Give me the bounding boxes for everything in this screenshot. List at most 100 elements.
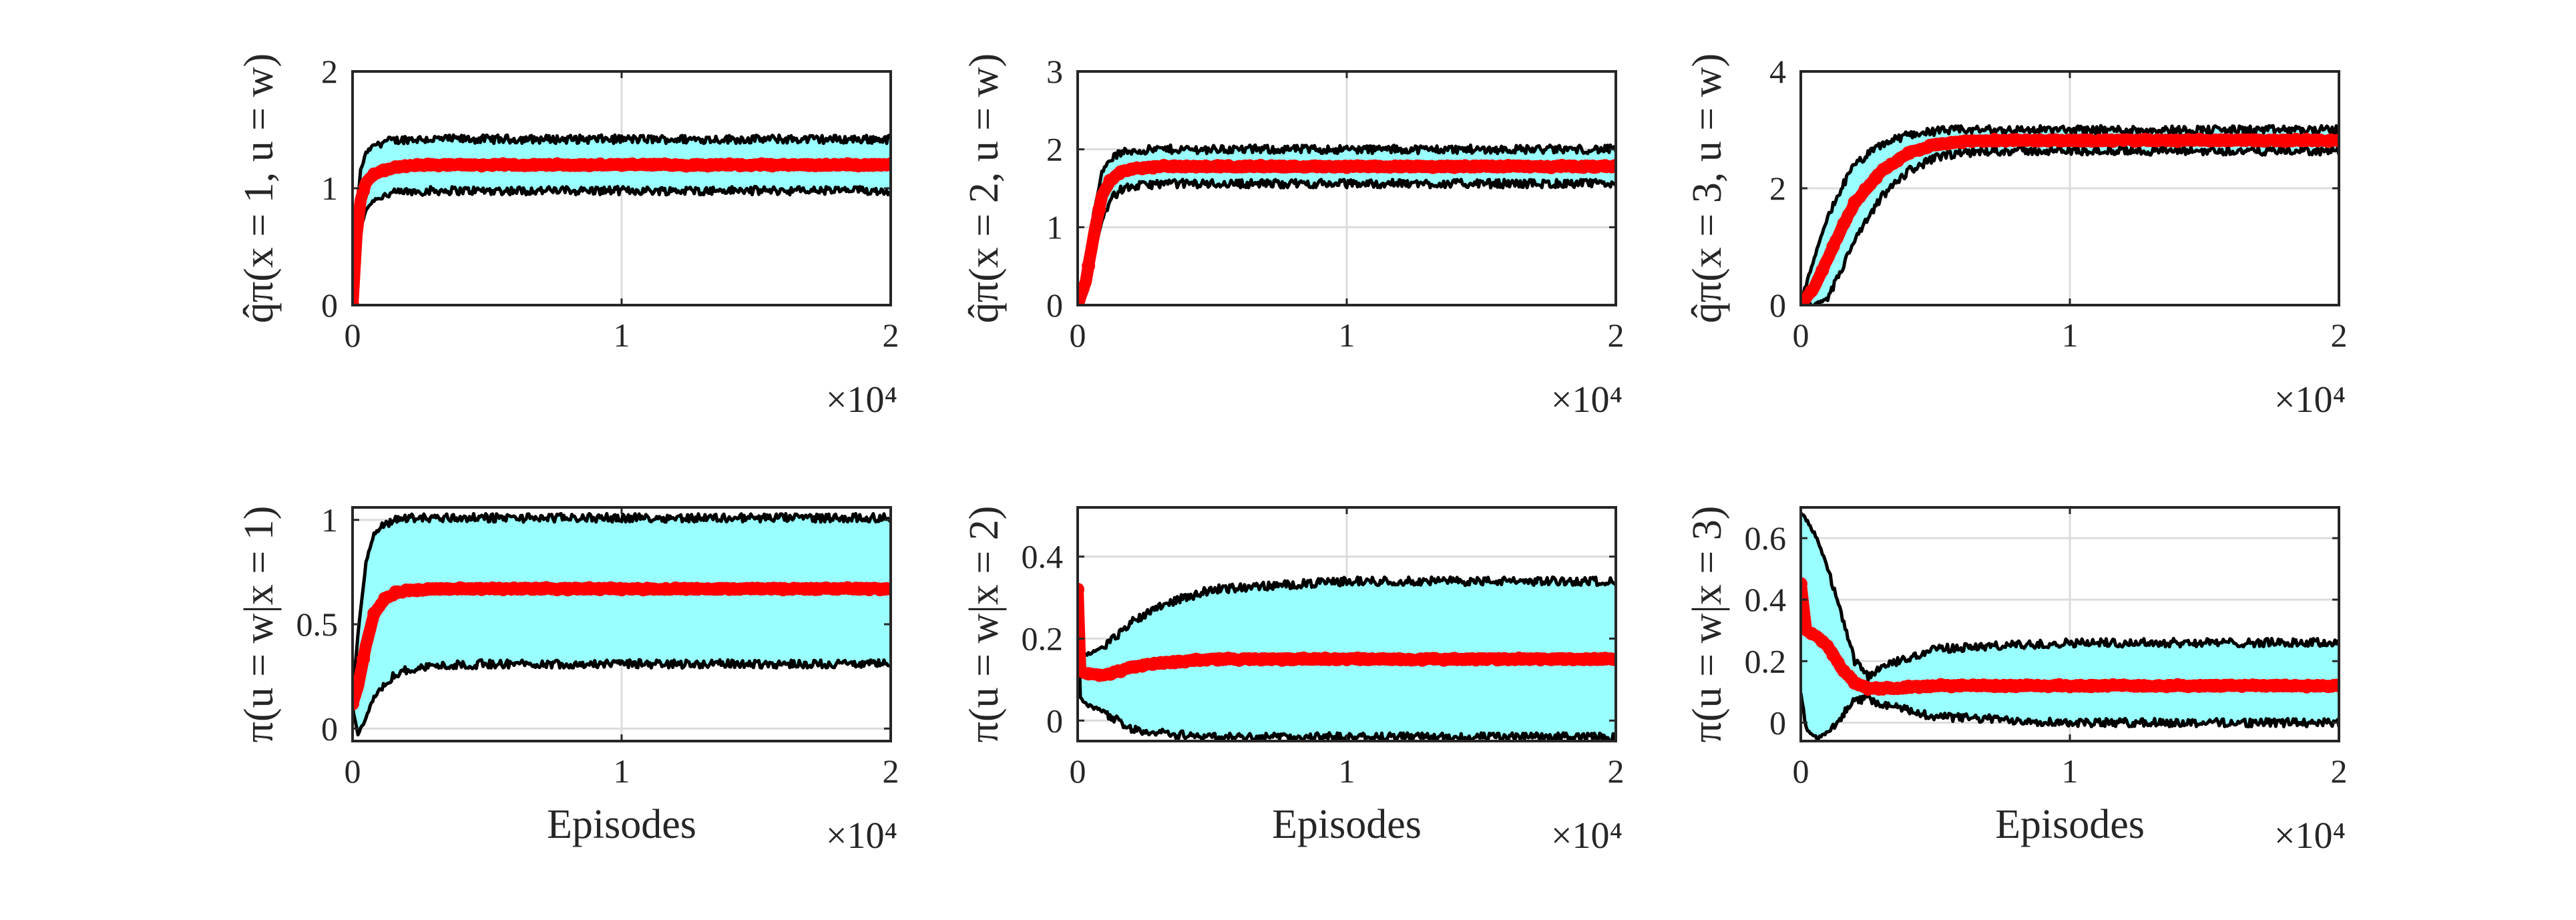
- mean-marker: [550, 583, 564, 597]
- y-tick-label: 0: [1046, 286, 1063, 324]
- mean-marker: [1826, 240, 1840, 254]
- mean-marker: [1523, 652, 1537, 666]
- mean-marker: [1361, 160, 1375, 174]
- mean-marker: [700, 159, 714, 173]
- mean-marker: [2095, 679, 2109, 693]
- mean-marker: [733, 582, 747, 596]
- mean-marker: [485, 581, 499, 595]
- y-tick-label: 0: [1046, 702, 1063, 739]
- mean-marker: [1297, 651, 1311, 665]
- mean-marker: [2149, 679, 2163, 693]
- mean-marker: [464, 582, 478, 596]
- mean-marker: [2300, 132, 2314, 146]
- x-tick-label: 2: [883, 316, 899, 354]
- mean-marker: [615, 583, 628, 597]
- mean-marker: [1858, 182, 1872, 196]
- mean-marker: [2160, 134, 2174, 148]
- x-tick-label: 2: [1608, 752, 1625, 790]
- mean-marker: [1480, 159, 1494, 173]
- mean-marker: [389, 585, 403, 599]
- mean-marker: [464, 158, 478, 172]
- mean-marker: [2213, 133, 2227, 147]
- mean-marker: [1265, 652, 1279, 666]
- lower-bound-line: [353, 184, 891, 305]
- mean-marker: [517, 158, 531, 172]
- mean-marker: [357, 652, 371, 666]
- x-tick-label: 0: [1793, 316, 1809, 354]
- y-tick-label: 0.5: [296, 606, 339, 643]
- mean-marker: [1082, 259, 1096, 273]
- mean-marker: [1837, 216, 1851, 230]
- mean-marker: [658, 582, 672, 596]
- mean-marker: [1243, 159, 1257, 173]
- mean-marker: [1480, 652, 1494, 666]
- mean-marker: [1801, 298, 1807, 305]
- mean-marker: [2127, 134, 2141, 148]
- mean-marker: [1393, 159, 1408, 173]
- mean-marker: [1869, 171, 1883, 185]
- mean-marker: [2257, 678, 2271, 692]
- mean-marker: [2052, 134, 2066, 148]
- y-tick-label: 1: [1046, 208, 1063, 246]
- mean-marker: [2321, 680, 2335, 694]
- mean-marker: [2063, 134, 2077, 148]
- mean-marker: [2117, 134, 2131, 148]
- mean-marker: [1544, 160, 1558, 174]
- mean-marker: [378, 164, 392, 178]
- mean-marker: [776, 158, 790, 172]
- lower-bound-line: [1801, 692, 2339, 741]
- y-tick-label: 1: [321, 501, 338, 539]
- mean-marker: [1891, 154, 1905, 168]
- mean-marker: [2106, 678, 2120, 692]
- mean-marker: [2030, 134, 2045, 148]
- mean-marker: [615, 158, 628, 172]
- mean-marker: [1587, 160, 1601, 174]
- mean-marker: [1307, 159, 1321, 173]
- mean-marker: [668, 581, 682, 595]
- mean-marker: [1265, 159, 1279, 173]
- mean-marker: [2257, 134, 2271, 148]
- subplot-6: 0 1 2 0 0.2 0.4 0.6 ×10⁴ π(u = w|x = 3) Episodes: [1685, 506, 2348, 857]
- mean-marker: [1826, 648, 1840, 662]
- mean-marker: [1458, 652, 1472, 666]
- x-tick-label: 1: [2062, 752, 2079, 790]
- y-tick-label: 0: [321, 710, 338, 747]
- mean-marker: [755, 157, 769, 171]
- confidence-band: [353, 513, 891, 735]
- mean-marker: [2192, 679, 2206, 693]
- mean-marker: [2160, 680, 2174, 694]
- mean-marker: [572, 582, 586, 596]
- mean-marker: [1221, 652, 1235, 666]
- mean-marker: [1340, 652, 1353, 666]
- mean-marker: [1576, 160, 1590, 174]
- mean-marker: [421, 158, 435, 172]
- mean-marker: [561, 158, 575, 172]
- mean-marker: [809, 159, 823, 173]
- mean-marker: [1351, 651, 1365, 665]
- mean-marker: [2235, 133, 2249, 147]
- mean-marker: [1902, 679, 1916, 693]
- mean-marker: [2310, 134, 2324, 148]
- mean-marker: [1523, 160, 1537, 174]
- x-tick-label: 0: [1793, 752, 1809, 790]
- mean-marker: [1490, 653, 1504, 667]
- mean-marker: [1902, 146, 1916, 160]
- mean-marker: [2213, 679, 2227, 693]
- mean-marker: [367, 606, 381, 620]
- mean-marker: [2224, 134, 2238, 148]
- mean-marker: [1156, 656, 1170, 670]
- subplot-5: 0 1 2 0 0.2 0.4 ×10⁴ π(u = w|x = 2) Episodes: [961, 506, 1625, 857]
- mean-marker: [1200, 160, 1214, 174]
- mean-marker: [1286, 160, 1300, 174]
- x-axis-label: Episodes: [1995, 802, 2145, 847]
- mean-marker: [1891, 681, 1905, 695]
- subplot-1: 0 1 2 0 1 2 ×10⁴ q̂π(x = 1, u = w): [236, 53, 899, 421]
- mean-marker: [1372, 160, 1386, 174]
- mean-marker: [410, 158, 424, 172]
- mean-marker: [2321, 134, 2335, 148]
- mean-marker: [443, 158, 457, 172]
- mean-marker: [755, 582, 769, 596]
- mean-marker: [841, 581, 855, 595]
- mean-marker: [2009, 133, 2023, 147]
- mean-marker: [2149, 134, 2163, 148]
